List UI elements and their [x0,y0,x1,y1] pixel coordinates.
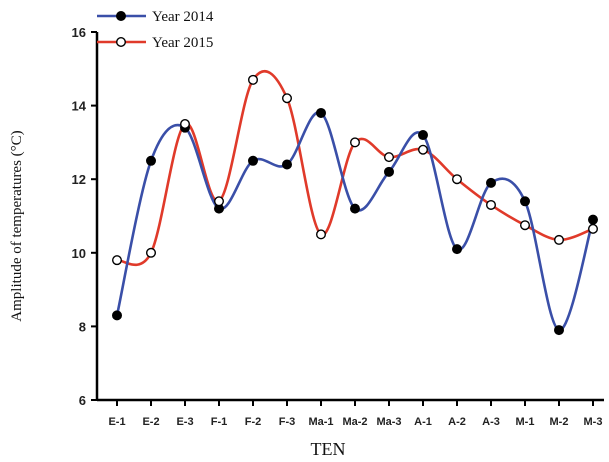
data-point-series-2 [520,220,531,231]
data-point-series-2 [213,196,224,207]
data-point-series-2 [350,137,361,148]
y-axis-title: Amplitude of temperatures (°C) [9,130,25,321]
data-point-series-2 [554,234,565,245]
data-point-series-1 [554,325,565,336]
x-ticks: E-1 E-2 E-3 F-1 F-2 F-3 Ma-1 Ma-2 Ma-3 A-1 A-2 A-3 M… [108,400,602,428]
data-point-series-2 [418,144,429,155]
x-tick-label: M-3 [584,416,603,428]
x-tick-label: A-1 [414,416,432,428]
chart-axes [95,32,604,402]
y-ticks: 6 8 10 12 14 16 [72,25,97,408]
data-point-series-2 [179,118,190,129]
y-tick-label: 12 [72,172,86,187]
legend-label-1: Year 2014 [152,9,214,25]
legend-label-2: Year 2015 [152,35,213,51]
series-markers [111,74,599,336]
x-tick-label: E-2 [142,416,159,428]
x-tick-label: M-2 [550,416,569,428]
data-point-series-1 [282,159,293,170]
y-tick-label: 10 [72,246,86,261]
data-point-series-2 [452,174,463,185]
legend-marker-2 [115,37,126,48]
series-line-2 [115,70,595,267]
data-point-series-1 [486,177,497,188]
legend-marker-1 [115,10,126,22]
data-point-series-2 [384,152,395,163]
x-tick-label: Ma-3 [376,416,401,428]
data-point-series-2 [316,229,327,240]
x-tick-label: E-3 [176,416,193,428]
y-tick-label: 6 [79,393,86,408]
x-tick-label: F-2 [245,416,262,428]
data-point-series-1 [384,166,395,177]
data-point-series-2 [486,199,497,210]
x-tick-label: F-3 [279,416,296,428]
data-point-series-1 [247,155,258,166]
x-axis-title: TEN [311,439,346,459]
x-tick-label: A-2 [448,416,466,428]
data-point-series-2 [247,74,258,85]
data-point-series-1 [316,107,327,118]
y-tick-label: 8 [79,319,86,334]
data-point-series-2 [111,255,122,266]
y-tick-label: 16 [72,25,86,40]
data-point-series-2 [282,93,293,104]
data-point-series-1 [350,203,361,214]
data-point-series-2 [145,247,156,258]
x-tick-label: E-1 [108,416,125,428]
data-point-series-2 [588,223,599,234]
x-tick-label: Ma-2 [342,416,367,428]
data-point-series-1 [520,196,531,207]
data-point-series-1 [111,310,122,321]
legend: Year 2014 Year 2015 [97,9,214,51]
x-tick-label: A-3 [482,416,500,428]
x-tick-label: M-1 [516,416,535,428]
y-tick-label: 14 [72,99,87,114]
data-point-series-1 [418,130,429,141]
data-point-series-1 [588,214,599,225]
x-tick-label: F-1 [211,416,228,428]
x-tick-label: Ma-1 [308,416,333,428]
data-point-series-1 [452,244,463,255]
data-point-series-1 [145,155,156,166]
